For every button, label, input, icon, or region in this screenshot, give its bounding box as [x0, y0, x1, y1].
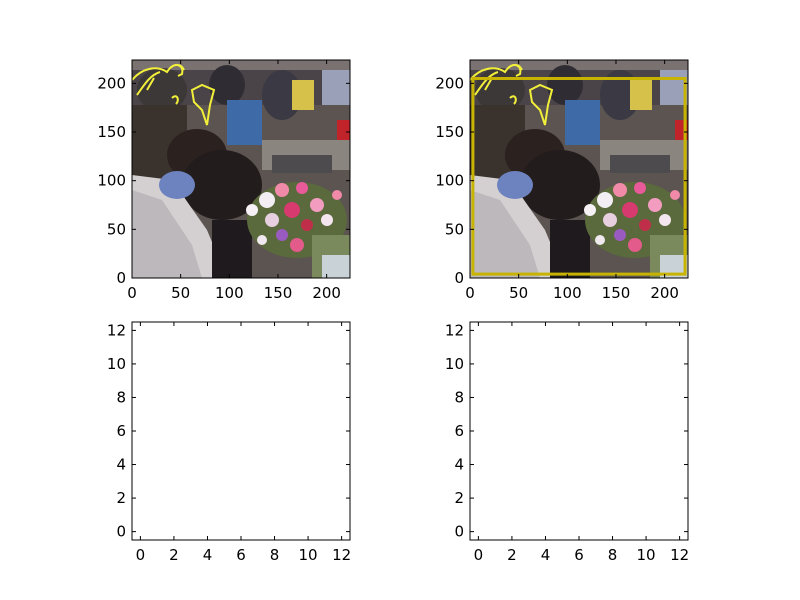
x-tick-label: 8 — [608, 546, 618, 564]
x-tick-label: 200 — [312, 284, 341, 302]
x-tick-label: 2 — [169, 546, 179, 564]
y-tick-label: 50 — [107, 220, 126, 238]
x-tick-label: 150 — [264, 284, 293, 302]
y-tick-label: 0 — [116, 523, 126, 541]
x-tick-label: 4 — [203, 546, 213, 564]
x-tick-label: 2 — [507, 546, 517, 564]
y-tick-label: 4 — [116, 456, 126, 474]
x-tick-label: 12 — [670, 546, 689, 564]
x-tick-label: 150 — [602, 284, 631, 302]
y-tick-label: 100 — [97, 172, 126, 190]
y-tick-label: 100 — [435, 172, 464, 190]
y-tick-label: 10 — [107, 355, 126, 373]
y-tick-label: 12 — [107, 321, 126, 339]
y-tick-label: 10 — [445, 355, 464, 373]
x-tick-label: 4 — [541, 546, 551, 564]
y-tick-label: 200 — [97, 74, 126, 92]
axes-frame — [131, 321, 351, 541]
x-tick-label: 8 — [270, 546, 280, 564]
y-tick-label: 150 — [97, 123, 126, 141]
panel-bottom-left: 0 2 4 6 8 10 12 0 2 4 6 8 10 12 — [107, 321, 351, 564]
x-tick-label: 6 — [574, 546, 584, 564]
panel-top-left: 0 50 100 150 200 0 50 100 150 200 — [97, 59, 351, 302]
x-tick-label: 10 — [299, 546, 318, 564]
x-tick-label: 12 — [332, 546, 351, 564]
x-tick-label: 0 — [474, 546, 484, 564]
y-tick-label: 6 — [116, 422, 126, 440]
y-tick-label: 2 — [116, 489, 126, 507]
x-tick-label: 100 — [215, 284, 244, 302]
x-tick-label: 50 — [509, 284, 528, 302]
x-tick-label: 200 — [650, 284, 679, 302]
y-tick-label: 0 — [454, 269, 464, 287]
x-tick-label: 6 — [236, 546, 246, 564]
y-tick-label: 50 — [445, 220, 464, 238]
y-tick-label: 0 — [116, 269, 126, 287]
y-tick-label: 12 — [445, 321, 464, 339]
x-tick-label: 0 — [136, 546, 146, 564]
bounding-box — [471, 76, 687, 276]
photo-image — [470, 60, 688, 278]
y-tick-label: 8 — [116, 388, 126, 406]
x-tick-label: 0 — [127, 284, 137, 302]
bounding-box — [476, 345, 682, 534]
panel-top-right: 0 50 100 150 200 0 50 100 150 200 — [435, 59, 689, 302]
y-tick-label: 150 — [435, 123, 464, 141]
y-tick-label: 2 — [454, 489, 464, 507]
x-tick-label: 0 — [465, 284, 475, 302]
y-tick-label: 4 — [454, 456, 464, 474]
axes-frame — [131, 59, 351, 279]
photo-image — [132, 60, 350, 278]
x-tick-label: 10 — [637, 546, 656, 564]
y-tick-label: 200 — [435, 74, 464, 92]
axes-frame — [469, 321, 689, 541]
y-tick-label: 8 — [454, 388, 464, 406]
x-tick-label: 100 — [553, 284, 582, 302]
x-tick-label: 50 — [171, 284, 190, 302]
y-tick-label: 0 — [454, 523, 464, 541]
panel-bottom-right: 0 2 4 6 8 10 12 0 2 4 6 8 10 12 — [445, 321, 689, 564]
y-tick-label: 6 — [454, 422, 464, 440]
axes-frame — [469, 59, 689, 279]
bounding-box — [138, 345, 344, 534]
